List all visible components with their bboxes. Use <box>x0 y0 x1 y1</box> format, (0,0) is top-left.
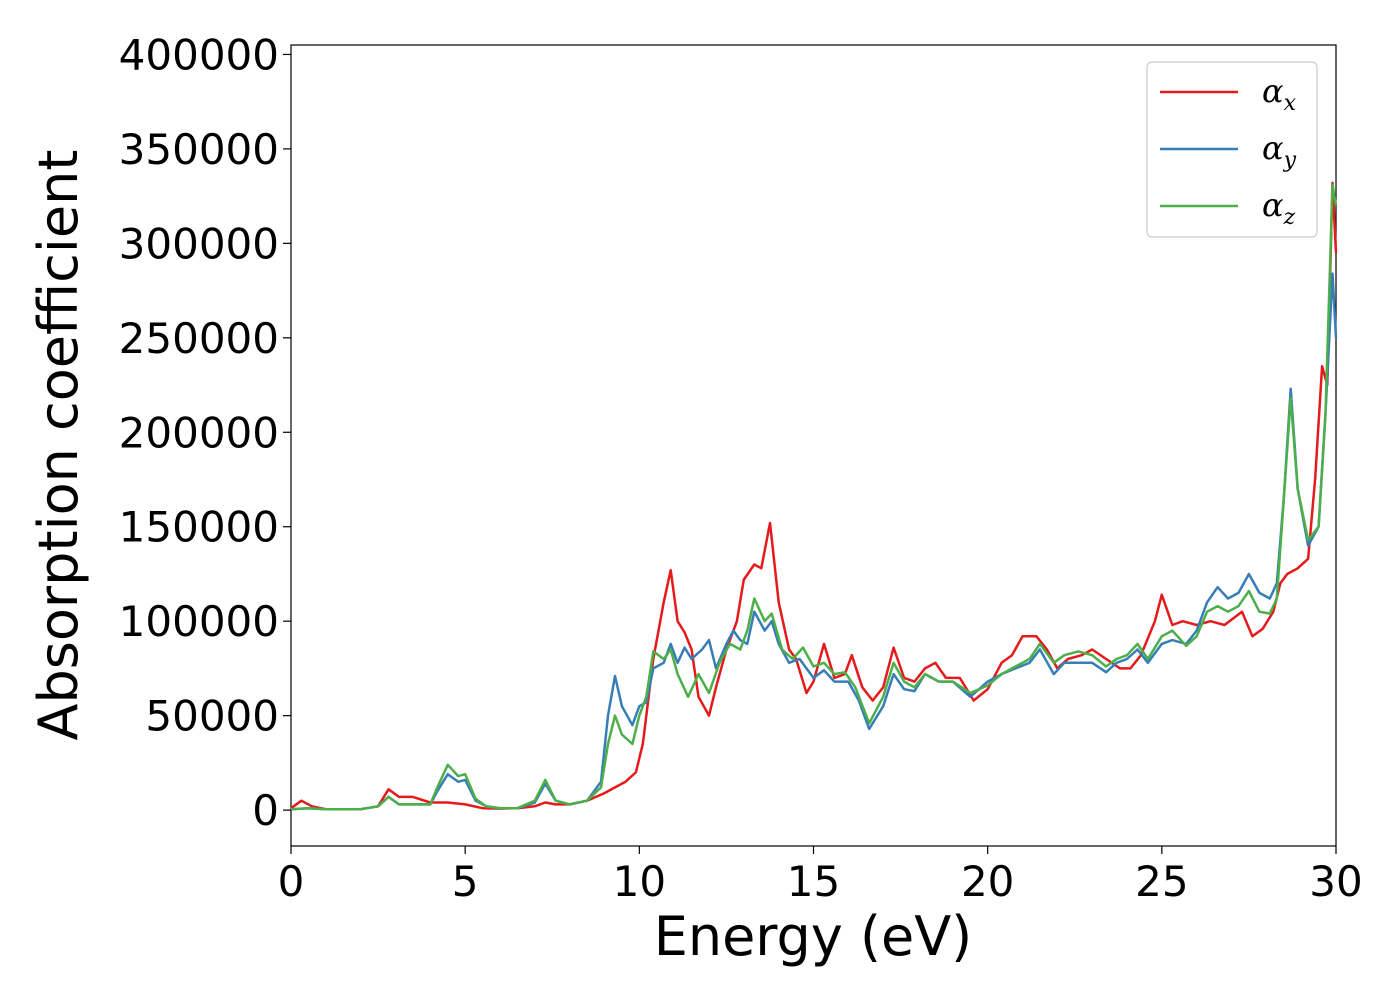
x-tick-label: 0 <box>278 857 305 906</box>
y-tick-label: 400000 <box>119 30 279 79</box>
y-tick-label: 0 <box>252 786 279 835</box>
x-tick-label: 25 <box>1135 857 1188 906</box>
y-tick-label: 50000 <box>145 692 279 741</box>
y-axis-ticks: 0 50000 100000 150000 200000 250000 300000 3500… <box>119 30 291 835</box>
series-line-alpha-x <box>290 181 1338 811</box>
legend-label-alpha-y: αy <box>1262 129 1297 173</box>
legend-label-alpha-x: αx <box>1262 72 1297 116</box>
y-tick-label: 300000 <box>119 219 279 268</box>
series-line-alpha-z <box>290 183 1338 811</box>
y-axis-label: Absorption coefficient <box>27 150 90 741</box>
legend-label-subscript: z <box>1283 205 1296 230</box>
legend-label-base: α <box>1262 72 1284 110</box>
y-tick-label: 250000 <box>119 314 279 363</box>
x-axis-ticks: 0 5 10 15 20 25 30 <box>278 846 1363 906</box>
x-axis-label: Energy (eV) <box>654 905 973 968</box>
x-tick-label: 5 <box>452 857 479 906</box>
x-tick-label: 30 <box>1309 857 1362 906</box>
y-tick-label: 150000 <box>119 503 279 552</box>
x-tick-label: 10 <box>613 857 666 906</box>
legend-label-subscript: y <box>1283 148 1297 173</box>
legend-label-subscript: x <box>1284 91 1297 116</box>
legend-label-base: α <box>1262 129 1284 167</box>
x-tick-label: 15 <box>787 857 840 906</box>
y-tick-label: 100000 <box>119 597 279 646</box>
legend-label-base: α <box>1262 186 1284 224</box>
legend-label-alpha-z: αz <box>1262 186 1296 230</box>
y-tick-label: 350000 <box>119 125 279 174</box>
y-tick-label: 200000 <box>119 408 279 457</box>
x-tick-label: 20 <box>961 857 1014 906</box>
series-lines <box>290 181 1338 811</box>
